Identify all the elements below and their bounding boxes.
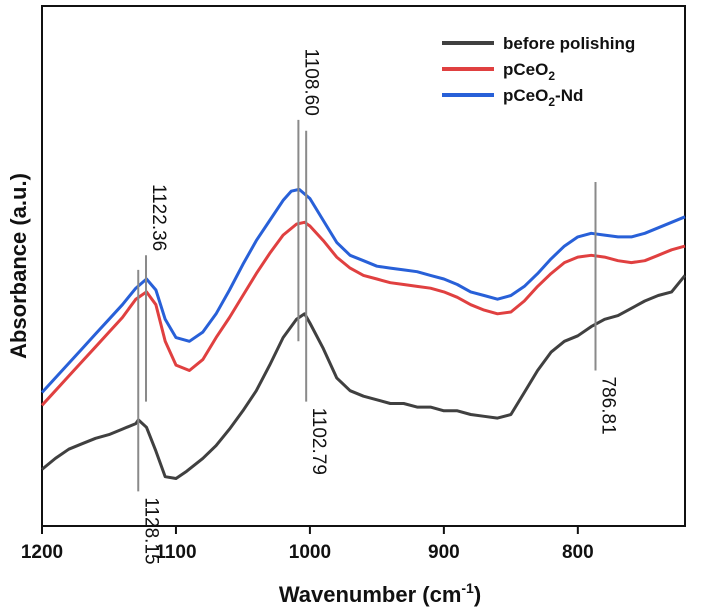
x-tick-label: 1100 [155,542,196,563]
x-tick-label: 1200 [21,542,63,563]
x-tick-label: 800 [562,542,594,563]
x-axis: 1200 1100 1000 900 800 [21,526,594,563]
annotation-layer: 1128.15 1122.36 1108.60 1102.79 786.81 [137,49,619,565]
legend-label: pCeO2 [503,60,555,83]
legend-label: pCeO2-Nd [503,86,583,109]
series-line-0 [41,274,687,480]
series-layer [40,187,687,480]
peak-label: 1122.36 [148,184,169,251]
x-axis-title: Wavenumber (cm-1) [279,580,481,607]
peak-label: 1128.15 [140,497,161,564]
series-line-2 [40,187,686,394]
legend-label: before polishing [503,34,635,53]
peak-label: 1102.79 [308,408,329,475]
x-tick-label: 1000 [289,542,331,563]
series-line-1 [40,220,686,407]
peak-label: 786.81 [598,377,619,435]
x-tick-label: 900 [428,542,460,563]
plot-frame [41,5,686,527]
peak-label: 1108.60 [300,49,321,116]
legend: before polishing pCeO2 pCeO2-Nd [442,34,635,109]
y-axis-title: Absorbance (a.u.) [6,173,31,359]
